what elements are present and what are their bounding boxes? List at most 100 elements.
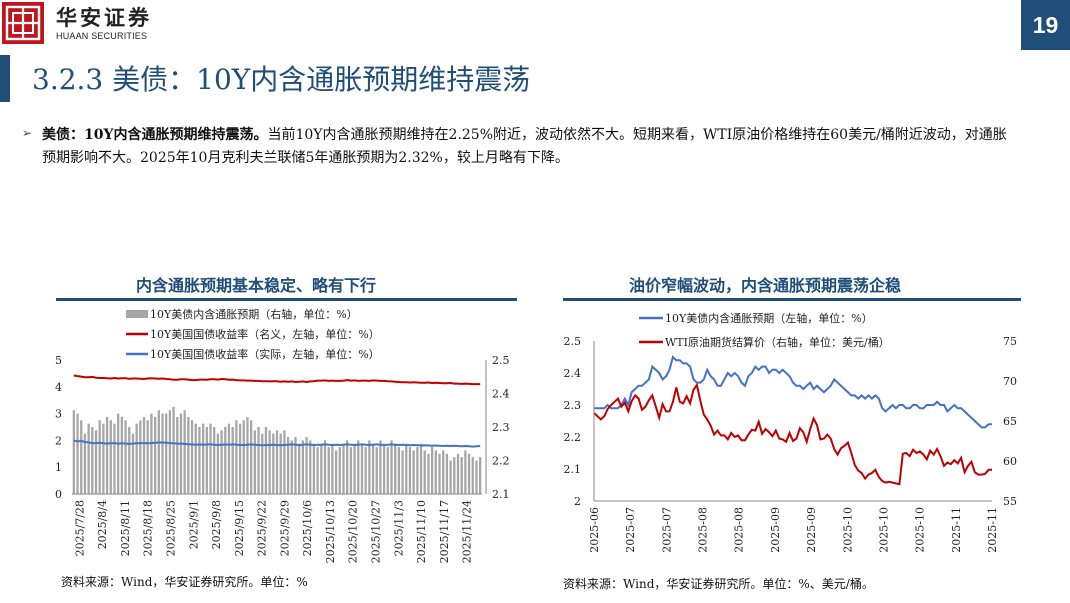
chart1-bar [87, 423, 90, 494]
chart1-bar [364, 447, 367, 494]
chart2-plot: 10Y美债内含通胀预期（左轴，单位：%） WTI原油期货结算价（右轴，单位：美元/… [564, 311, 1018, 553]
chart1-x-tick-label: 2025/8/18 [142, 500, 155, 556]
chart1-bar [346, 440, 349, 494]
chart2-x-tick-label: 2025-08 [733, 507, 746, 553]
chart1-bar [419, 443, 423, 494]
summary-lead: 美债：10Y内含通胀预期维持震荡。 [42, 127, 268, 143]
chart2-right-tick-label: 65 [1003, 415, 1017, 428]
chart1-bar [168, 410, 172, 494]
company-logo [2, 2, 44, 44]
chart1-bar [408, 447, 412, 494]
chart1-x-tick-label: 2025/9/8 [210, 500, 223, 549]
chart1-bar [412, 450, 415, 494]
chart1-bar [120, 416, 124, 494]
chart1-bar [453, 457, 456, 494]
slide-title: 3.2.3 美债：10Y内含通胀预期维持震荡 [32, 63, 531, 96]
chart2-x-tick-label: 2025-07 [624, 507, 637, 553]
chart1-source: 资料来源：Wind，华安证券研究所。单位：% [61, 575, 308, 589]
chart1-bar [460, 457, 463, 494]
chart1-left-tick-label: 2 [55, 434, 62, 447]
bullet-arrow-icon: ➢ [22, 126, 33, 140]
chart1-bar [268, 430, 271, 494]
chart2-right-tick-label: 70 [1003, 375, 1017, 388]
chart1-bar [334, 450, 338, 494]
chart1-bar [157, 410, 160, 494]
chart1-bar [213, 427, 216, 494]
chart1-x-tick-label: 2025/10/13 [324, 500, 337, 563]
chart1-left-tick-label: 5 [55, 354, 62, 367]
chart1-bar [172, 406, 175, 494]
chart1-bar [327, 447, 330, 494]
chart1-bar [220, 430, 223, 494]
chart1-x-tick-label: 2025/9/15 [233, 500, 246, 556]
chart1-x-tick-label: 2025/11/17 [438, 500, 451, 563]
chart2-x-tick-label: 2025-06 [588, 507, 601, 553]
chart2-x-tick-label: 2025-10 [878, 507, 891, 553]
chart1-x-tick-label: 2025/10/6 [301, 500, 314, 556]
chart1-right-tick-label: 2.2 [492, 455, 510, 468]
chart1-bar [209, 423, 212, 494]
chart1-bar [91, 427, 94, 494]
chart2-title-rule [563, 298, 1021, 301]
chart1-bar [198, 427, 201, 494]
chart1-bar [153, 416, 157, 494]
chart1-bar [298, 443, 301, 494]
chart1-bar [183, 410, 186, 494]
chart1-bar [264, 427, 268, 494]
chart2-left-tick-label: 2.1 [564, 463, 582, 476]
chart1-bar [305, 437, 308, 494]
chart1-bar [294, 437, 297, 494]
chart1-bar [349, 447, 353, 494]
chart1-bar [83, 433, 87, 494]
chart2-x-tick-label: 2025-08 [697, 507, 710, 553]
chart1-legend-label: 10Y美国国债收益率（名义，左轴，单位：%） [150, 327, 380, 341]
page-number: 19 [1021, 0, 1070, 50]
chart1-bar [379, 440, 382, 494]
chart1-bar [242, 420, 245, 494]
chart1-bar [331, 443, 334, 494]
chart1-bar [405, 443, 408, 494]
chart1-bar [401, 450, 404, 494]
chart2-title: 油价窄幅波动，内含通胀预期震荡企稳 [629, 276, 902, 295]
chart1-bar [80, 420, 83, 494]
chart1-bar [479, 457, 482, 494]
chart2-right-tick-label: 60 [1003, 455, 1017, 468]
chart2-series-line [594, 355, 992, 429]
chart1-bar [117, 413, 120, 494]
chart1-bar [416, 447, 419, 494]
chart1-bar [238, 423, 242, 494]
chart2-series-line [593, 382, 992, 486]
chart1-bar [467, 453, 471, 494]
chart2-left-tick-label: 2 [574, 495, 581, 508]
chart1-title: 内含通胀预期基本稳定、略有下行 [136, 276, 377, 295]
chart1-bar [227, 423, 231, 494]
chart1-bar [224, 427, 227, 494]
chart1-left-tick-label: 3 [55, 408, 62, 421]
chart1-bar [142, 416, 146, 494]
chart2-x-tick-label: 2025-07 [660, 507, 673, 553]
chart2-right-tick-label: 55 [1003, 495, 1017, 508]
chart2-x-tick-label: 2025-09 [805, 507, 818, 553]
chart2-left-tick-label: 2.2 [564, 431, 582, 444]
chart1-bar [94, 430, 98, 494]
chart1-bar [434, 450, 437, 494]
chart1-x-tick-label: 2025/9/29 [278, 500, 291, 556]
logo-mark-icon [5, 5, 41, 41]
chart1-bar [301, 440, 304, 494]
chart1-bar [286, 437, 290, 494]
chart1-title-rule [56, 298, 517, 301]
chart1-bar [360, 443, 364, 494]
chart1-right-tick-label: 2.4 [492, 388, 510, 401]
chart1-bar [128, 427, 131, 494]
chart1-legend-label: 10Y美国国债收益率（实际，左轴，单位：%） [150, 347, 380, 361]
chart2-x-tick-label: 2025-11 [950, 507, 963, 553]
chart1-bar [135, 423, 138, 494]
chart2-right-tick-label: 75 [1003, 335, 1017, 348]
chart2-left-tick-label: 2.4 [564, 367, 582, 380]
chart1-right-tick-label: 2.3 [492, 421, 510, 434]
chart1-bar [423, 450, 426, 494]
chart1-bar [235, 420, 238, 494]
chart1-bar [187, 416, 190, 494]
chart1-bar [397, 447, 401, 494]
chart1-bar [312, 443, 316, 494]
